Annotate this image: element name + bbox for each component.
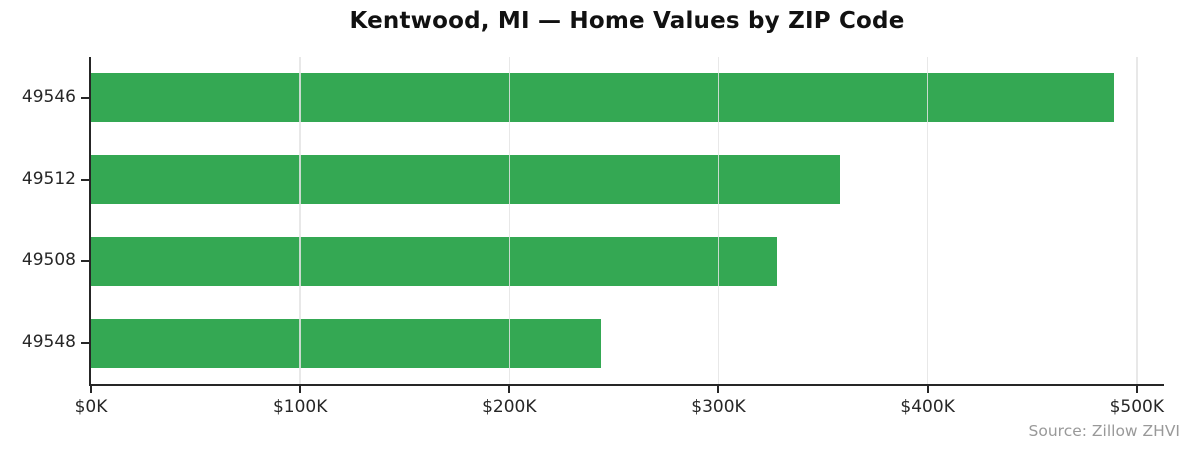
x-tick-label-200: $200K bbox=[482, 397, 537, 417]
y-tick-49546 bbox=[81, 96, 89, 99]
gridline-200 bbox=[508, 57, 511, 384]
bar-49548 bbox=[91, 318, 602, 368]
x-tick-500 bbox=[1135, 386, 1138, 393]
x-tick-100 bbox=[299, 386, 302, 393]
x-tick-label-400: $400K bbox=[900, 397, 955, 417]
x-tick-label-100: $100K bbox=[272, 397, 328, 417]
plot-area bbox=[89, 57, 1164, 386]
gridline-400 bbox=[926, 57, 929, 384]
x-tick-label-300: $300K bbox=[691, 397, 746, 417]
gridline-300 bbox=[717, 57, 720, 384]
bar-49512 bbox=[91, 155, 840, 205]
bar-49508 bbox=[91, 236, 778, 286]
chart-title: Kentwood, MI — Home Values by ZIP Code bbox=[349, 8, 905, 34]
x-tick-label-500: $500K bbox=[1109, 397, 1165, 417]
y-tick-label-49546: 49546 bbox=[21, 86, 76, 107]
gridline-500 bbox=[1136, 57, 1138, 384]
x-tick-label-0: $0K bbox=[74, 397, 108, 417]
x-tick-400 bbox=[926, 386, 929, 393]
x-tick-0 bbox=[90, 386, 92, 393]
y-tick-49508 bbox=[81, 260, 89, 263]
y-tick-49512 bbox=[81, 178, 89, 181]
y-tick-label-49512: 49512 bbox=[21, 168, 76, 189]
gridline-100 bbox=[299, 57, 301, 384]
bar-49546 bbox=[91, 73, 1114, 123]
y-tick-49548 bbox=[81, 342, 89, 345]
x-tick-200 bbox=[508, 386, 511, 393]
y-tick-label-49548: 49548 bbox=[21, 332, 76, 353]
y-tick-label-49508: 49508 bbox=[21, 250, 76, 271]
x-tick-300 bbox=[717, 386, 720, 393]
source-annotation: Source: Zillow ZHVI bbox=[1028, 422, 1180, 440]
